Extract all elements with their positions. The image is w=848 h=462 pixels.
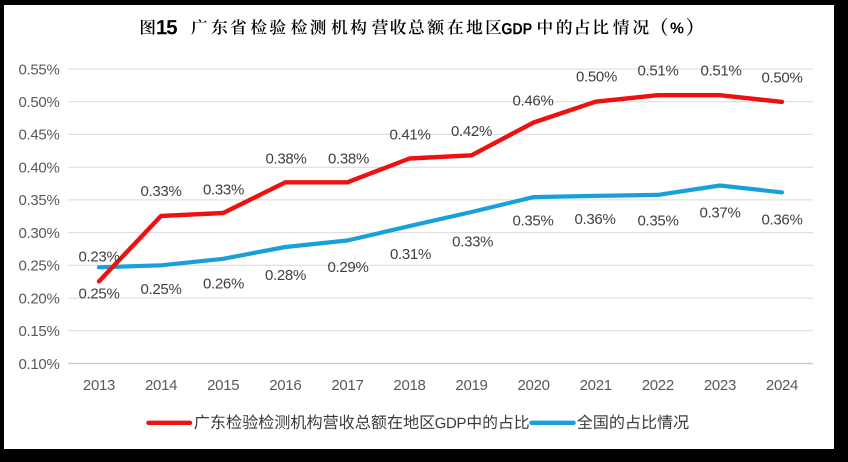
svg-text:2021: 2021 bbox=[580, 377, 612, 394]
svg-text:0.29%: 0.29% bbox=[327, 259, 368, 276]
svg-text:0.51%: 0.51% bbox=[637, 62, 678, 79]
svg-text:0.20%: 0.20% bbox=[18, 290, 59, 307]
svg-text:0.46%: 0.46% bbox=[512, 92, 553, 109]
svg-text:2022: 2022 bbox=[642, 377, 674, 394]
svg-text:0.40%: 0.40% bbox=[18, 160, 59, 177]
svg-text:0.10%: 0.10% bbox=[18, 356, 59, 373]
svg-text:0.51%: 0.51% bbox=[700, 62, 741, 79]
svg-text:0.30%: 0.30% bbox=[18, 225, 59, 242]
svg-text:2016: 2016 bbox=[269, 377, 301, 394]
svg-text:2024: 2024 bbox=[766, 377, 798, 394]
svg-text:0.50%: 0.50% bbox=[18, 94, 59, 111]
svg-text:2023: 2023 bbox=[704, 377, 736, 394]
svg-text:0.36%: 0.36% bbox=[761, 211, 802, 228]
svg-text:0.35%: 0.35% bbox=[512, 212, 553, 229]
svg-text:2014: 2014 bbox=[145, 377, 177, 394]
svg-text:0.23%: 0.23% bbox=[78, 248, 119, 265]
svg-text:2015: 2015 bbox=[207, 377, 239, 394]
svg-text:0.25%: 0.25% bbox=[78, 285, 119, 302]
svg-text:0.35%: 0.35% bbox=[18, 192, 59, 209]
svg-text:2018: 2018 bbox=[393, 377, 425, 394]
svg-text:0.25%: 0.25% bbox=[140, 281, 181, 298]
svg-text:0.36%: 0.36% bbox=[574, 211, 615, 228]
svg-text:0.50%: 0.50% bbox=[761, 69, 802, 86]
svg-text:0.25%: 0.25% bbox=[18, 258, 59, 275]
svg-text:2013: 2013 bbox=[83, 377, 115, 394]
svg-text:0.33%: 0.33% bbox=[203, 181, 244, 198]
svg-text:0.50%: 0.50% bbox=[576, 68, 617, 85]
svg-text:0.26%: 0.26% bbox=[203, 275, 244, 292]
svg-text:0.45%: 0.45% bbox=[18, 127, 59, 144]
svg-text:0.38%: 0.38% bbox=[328, 150, 369, 167]
svg-text:0.35%: 0.35% bbox=[637, 212, 678, 229]
svg-text:0.42%: 0.42% bbox=[451, 123, 492, 140]
svg-text:2017: 2017 bbox=[331, 377, 363, 394]
svg-text:0.33%: 0.33% bbox=[140, 183, 181, 200]
svg-text:2020: 2020 bbox=[518, 377, 550, 394]
svg-text:0.33%: 0.33% bbox=[452, 233, 493, 250]
svg-text:0.37%: 0.37% bbox=[699, 204, 740, 221]
svg-text:0.31%: 0.31% bbox=[390, 246, 431, 263]
svg-text:0.38%: 0.38% bbox=[265, 150, 306, 167]
svg-text:0.15%: 0.15% bbox=[18, 323, 59, 340]
svg-text:2019: 2019 bbox=[455, 377, 487, 394]
svg-text:0.41%: 0.41% bbox=[389, 126, 430, 143]
svg-text:0.55%: 0.55% bbox=[18, 61, 59, 78]
svg-text:0.28%: 0.28% bbox=[265, 267, 306, 284]
